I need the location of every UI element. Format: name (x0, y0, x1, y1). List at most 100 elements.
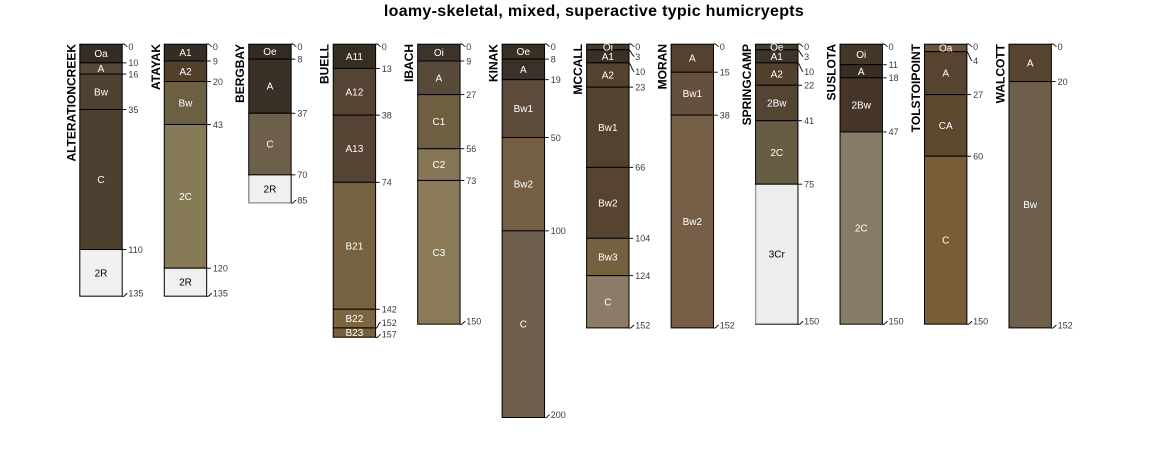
svg-text:ALTERATIONCREEK: ALTERATIONCREEK (64, 44, 78, 162)
svg-text:2C: 2C (855, 224, 868, 235)
svg-text:135: 135 (128, 289, 143, 299)
svg-text:150: 150 (973, 317, 988, 327)
svg-text:B22: B22 (346, 314, 364, 325)
svg-text:A13: A13 (346, 144, 364, 155)
svg-text:BERGBAY: BERGBAY (233, 44, 247, 103)
svg-text:Oi: Oi (603, 43, 613, 54)
svg-text:152: 152 (1058, 320, 1073, 330)
svg-text:3Cr: 3Cr (769, 250, 786, 261)
svg-text:150: 150 (466, 317, 481, 327)
svg-text:Bw: Bw (1023, 200, 1038, 211)
svg-text:2R: 2R (95, 268, 108, 279)
svg-text:35: 35 (128, 105, 138, 115)
svg-text:0: 0 (382, 42, 387, 52)
svg-text:8: 8 (551, 54, 556, 64)
svg-text:152: 152 (720, 320, 735, 330)
svg-text:Bw3: Bw3 (598, 252, 618, 263)
svg-text:10: 10 (804, 67, 814, 77)
svg-text:157: 157 (382, 330, 397, 340)
svg-text:Bw1: Bw1 (598, 123, 618, 134)
svg-text:135: 135 (213, 289, 228, 299)
svg-text:Oe: Oe (517, 47, 531, 58)
svg-text:SPRINGCAMP: SPRINGCAMP (740, 44, 754, 125)
svg-text:9: 9 (213, 56, 218, 66)
svg-text:8: 8 (297, 54, 302, 64)
svg-text:A2: A2 (771, 70, 784, 81)
svg-text:A: A (98, 64, 105, 75)
svg-text:16: 16 (128, 69, 138, 79)
svg-text:C1: C1 (432, 117, 445, 128)
svg-text:10: 10 (128, 58, 138, 68)
svg-text:A: A (436, 73, 443, 84)
svg-text:0: 0 (1058, 42, 1063, 52)
svg-text:66: 66 (635, 163, 645, 173)
svg-text:SUSLOTA: SUSLOTA (825, 44, 839, 101)
svg-text:A: A (1027, 58, 1034, 69)
svg-text:74: 74 (382, 178, 392, 188)
svg-text:B23: B23 (346, 328, 364, 339)
svg-text:0: 0 (889, 42, 894, 52)
svg-text:104: 104 (635, 234, 650, 244)
svg-text:0: 0 (128, 42, 133, 52)
svg-text:A12: A12 (346, 87, 364, 98)
svg-text:Bw2: Bw2 (683, 217, 703, 228)
svg-text:85: 85 (297, 195, 307, 205)
svg-text:A11: A11 (346, 52, 363, 63)
svg-text:100: 100 (551, 226, 566, 236)
svg-text:41: 41 (804, 116, 814, 126)
svg-text:Bw2: Bw2 (598, 198, 618, 209)
svg-text:37: 37 (297, 109, 307, 119)
svg-text:ATAYAK: ATAYAK (149, 44, 163, 90)
svg-text:C: C (942, 236, 949, 247)
svg-text:0: 0 (804, 42, 809, 52)
svg-text:KINAK: KINAK (487, 44, 501, 82)
svg-text:22: 22 (804, 81, 814, 91)
svg-text:WALCOTT: WALCOTT (994, 43, 1008, 103)
svg-text:50: 50 (551, 133, 561, 143)
svg-text:11: 11 (889, 60, 898, 70)
svg-text:A2: A2 (179, 67, 192, 78)
svg-text:Bw2: Bw2 (514, 180, 534, 191)
svg-text:19: 19 (551, 75, 561, 85)
svg-text:Oi: Oi (434, 48, 444, 59)
svg-text:150: 150 (804, 317, 819, 327)
svg-text:18: 18 (889, 73, 899, 83)
svg-text:3: 3 (804, 52, 809, 62)
svg-text:23: 23 (635, 82, 645, 92)
svg-text:IBACH: IBACH (402, 44, 416, 82)
svg-text:20: 20 (213, 77, 223, 87)
svg-text:70: 70 (297, 170, 307, 180)
svg-text:BUELL: BUELL (318, 44, 332, 84)
svg-text:Oi: Oi (856, 50, 866, 61)
svg-text:0: 0 (720, 42, 725, 52)
svg-text:38: 38 (720, 110, 730, 120)
svg-text:38: 38 (382, 110, 392, 120)
svg-text:0: 0 (551, 42, 556, 52)
svg-text:110: 110 (128, 245, 142, 255)
svg-text:2Bw: 2Bw (767, 98, 787, 109)
svg-text:A: A (520, 65, 527, 76)
svg-text:A1: A1 (602, 52, 615, 63)
svg-text:0: 0 (297, 42, 302, 52)
svg-text:2C: 2C (770, 148, 783, 159)
svg-text:C2: C2 (432, 160, 445, 171)
svg-text:MCCALL: MCCALL (571, 44, 585, 95)
svg-text:10: 10 (635, 67, 645, 77)
svg-text:13: 13 (382, 64, 392, 74)
svg-text:loamy-skeletal, mixed, superac: loamy-skeletal, mixed, superactive typic… (384, 3, 804, 20)
svg-text:Oa: Oa (939, 43, 953, 54)
svg-text:73: 73 (466, 176, 476, 186)
svg-text:C: C (97, 175, 104, 186)
svg-text:2R: 2R (264, 184, 277, 195)
svg-text:A2: A2 (602, 71, 615, 82)
svg-text:27: 27 (973, 90, 983, 100)
svg-text:Oe: Oe (263, 47, 277, 58)
svg-text:15: 15 (720, 68, 730, 78)
svg-text:CA: CA (939, 121, 953, 132)
svg-text:142: 142 (382, 305, 397, 315)
svg-text:150: 150 (889, 317, 904, 327)
svg-text:2C: 2C (179, 192, 192, 203)
svg-text:2R: 2R (179, 278, 192, 289)
svg-text:A1: A1 (179, 48, 192, 59)
svg-text:TOLSTOIPOINT: TOLSTOIPOINT (909, 43, 923, 132)
